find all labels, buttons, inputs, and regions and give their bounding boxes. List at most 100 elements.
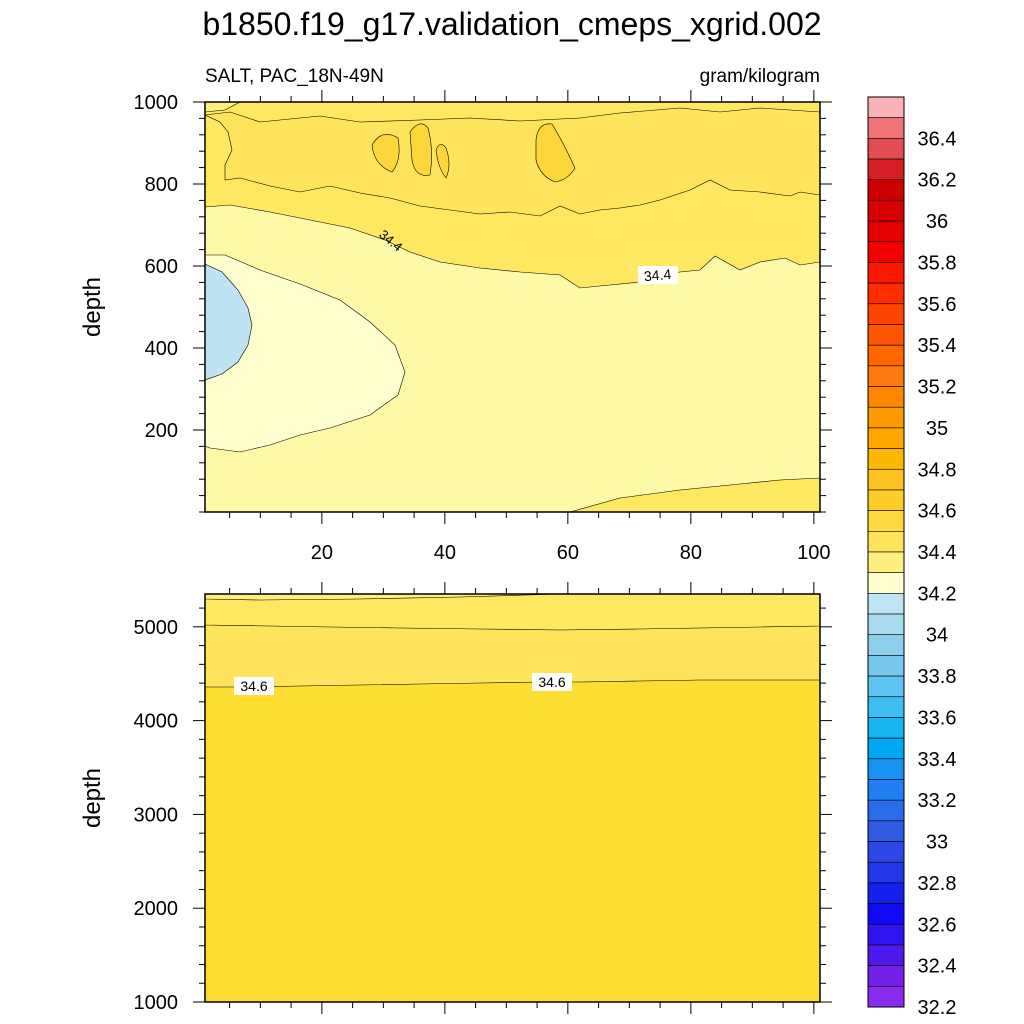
- upper-x-tick-label: 60: [557, 542, 579, 564]
- colorbar-label: 33.4: [918, 749, 957, 771]
- units-label: gram/kilogram: [700, 66, 820, 87]
- upper-y-tick-label: 800: [145, 174, 178, 196]
- colorbar-label: 35: [926, 418, 948, 440]
- lower-y-tick-label: 3000: [134, 804, 179, 826]
- upper-patch-1: [371, 133, 400, 173]
- colorbar-label: 33.2: [918, 790, 957, 812]
- colorbar-swatch: [867, 489, 905, 511]
- colorbar-swatch: [867, 696, 905, 718]
- colorbar-swatch: [867, 158, 905, 181]
- colorbar-swatch: [867, 634, 905, 656]
- lower-contour-label-1-box: 34.6: [234, 677, 274, 695]
- lower-y-tick-label: 2000: [134, 898, 179, 920]
- colorbar-swatch: [867, 841, 905, 863]
- colorbar-swatch: [867, 779, 905, 801]
- lower-contour-field: [205, 594, 820, 1002]
- colorbar-swatch: [867, 510, 905, 532]
- colorbar-label: 36.2: [918, 170, 957, 192]
- colorbar-swatch: [867, 717, 905, 739]
- upper-band-core: [205, 107, 820, 217]
- lower-plot-frame: [204, 593, 821, 1003]
- colorbar-label: 35.6: [918, 294, 957, 316]
- colorbar-swatch: [867, 365, 905, 387]
- colorbar-swatch: [867, 427, 905, 449]
- upper-tongue-342: [205, 254, 406, 453]
- lower-contour-label-2-box: 34.6: [532, 673, 572, 691]
- upper-contour-label-2-box: 34.4: [638, 266, 678, 284]
- colorbar-swatch: [867, 448, 905, 470]
- upper-plot-frame: [204, 101, 821, 513]
- colorbar-swatch: [867, 241, 905, 263]
- colorbar-label: 33.6: [918, 707, 957, 729]
- colorbar-label: 33.8: [918, 666, 957, 688]
- upper-patch-3: [435, 144, 450, 179]
- colorbar-swatch: [867, 220, 905, 243]
- colorbar-label: 34.4: [918, 542, 957, 564]
- left-label: SALT, PAC_18N-49N: [205, 66, 384, 87]
- upper-y-axis-label: depth: [79, 277, 106, 337]
- colorbar-swatch: [867, 468, 905, 491]
- colorbar-swatch: [867, 923, 905, 946]
- colorbar-swatch: [867, 882, 905, 904]
- colorbar-label: 34.8: [918, 459, 957, 481]
- colorbar-swatch: [867, 737, 905, 760]
- lower-ticks: 1000 2000 3000 4000 5000: [134, 582, 832, 1014]
- figure-title: b1850.f19_g17.validation_cmeps_xgrid.002: [202, 6, 821, 42]
- upper-x-tick-label: 40: [434, 542, 456, 564]
- colorbar-swatch: [867, 986, 905, 1008]
- colorbar-swatch: [867, 406, 905, 429]
- colorbar-swatch: [867, 551, 905, 573]
- colorbar-swatch: [867, 572, 905, 594]
- colorbar-swatch: [867, 944, 905, 966]
- colorbar-label: 32.8: [918, 873, 957, 895]
- lower-y-tick-label: 1000: [134, 992, 179, 1014]
- upper-y-tick-label: 1000: [134, 92, 179, 114]
- colorbar-swatch: [867, 861, 905, 884]
- colorbar-swatch: [867, 820, 905, 842]
- upper-surface-wedge: [205, 102, 241, 113]
- colorbar-label: 34.6: [918, 501, 957, 523]
- upper-y-tick-label: 400: [145, 338, 178, 360]
- colorbar-swatch: [867, 138, 905, 160]
- colorbar-swatch: [867, 262, 905, 284]
- colorbar-swatch: [867, 799, 905, 822]
- colorbar-swatch: [867, 344, 905, 367]
- upper-patch-2: [409, 123, 432, 176]
- upper-x-tick-label: 100: [797, 542, 830, 564]
- upper-y-tick-label: 600: [145, 256, 178, 278]
- colorbar-label: 32.6: [918, 914, 957, 936]
- colorbar-swatch: [867, 117, 905, 139]
- colorbar-swatch: [867, 758, 905, 780]
- upper-y-tick-label: 200: [145, 420, 178, 442]
- upper-fresh-core: [205, 263, 253, 381]
- colorbar-label: 34: [926, 625, 948, 647]
- colorbar-label: 32.4: [918, 956, 957, 978]
- upper-contour-field: [205, 102, 820, 512]
- colorbar-label: 36.4: [918, 128, 957, 150]
- colorbar-swatch: [867, 675, 905, 698]
- colorbar-swatch: [867, 655, 905, 677]
- colorbar-label: 32.2: [918, 997, 957, 1019]
- lower-y-axis-label: depth: [79, 768, 106, 828]
- lower-y-tick-label: 5000: [134, 617, 179, 639]
- lower-y-tick-label: 4000: [134, 711, 179, 733]
- lower-contour-label-1: 34.6: [240, 678, 267, 694]
- colorbar-swatch: [867, 200, 905, 222]
- lower-top-wedge: [205, 594, 561, 601]
- lower-band-top: [205, 594, 820, 631]
- upper-ticks: 20 40 60 80 100 200 400 600 800 1000: [134, 90, 832, 564]
- colorbar-swatch: [867, 96, 905, 118]
- upper-contour-label-2: 34.4: [643, 266, 672, 284]
- colorbar-frame: [867, 96, 905, 1008]
- upper-deep-band: [569, 477, 820, 512]
- colorbar-label: 35.8: [918, 252, 957, 274]
- upper-x-tick-label: 80: [680, 542, 702, 564]
- colorbar-swatch: [867, 965, 905, 987]
- colorbar-swatch: [867, 386, 905, 408]
- colorbar-label: 36: [926, 211, 948, 233]
- colorbar-label: 35.4: [918, 335, 957, 357]
- colorbar-label: 33: [926, 832, 948, 854]
- lower-panel: 1000 2000 3000 4000 5000 34.6 34.6 depth: [79, 582, 832, 1014]
- colorbar-swatch: [867, 282, 905, 305]
